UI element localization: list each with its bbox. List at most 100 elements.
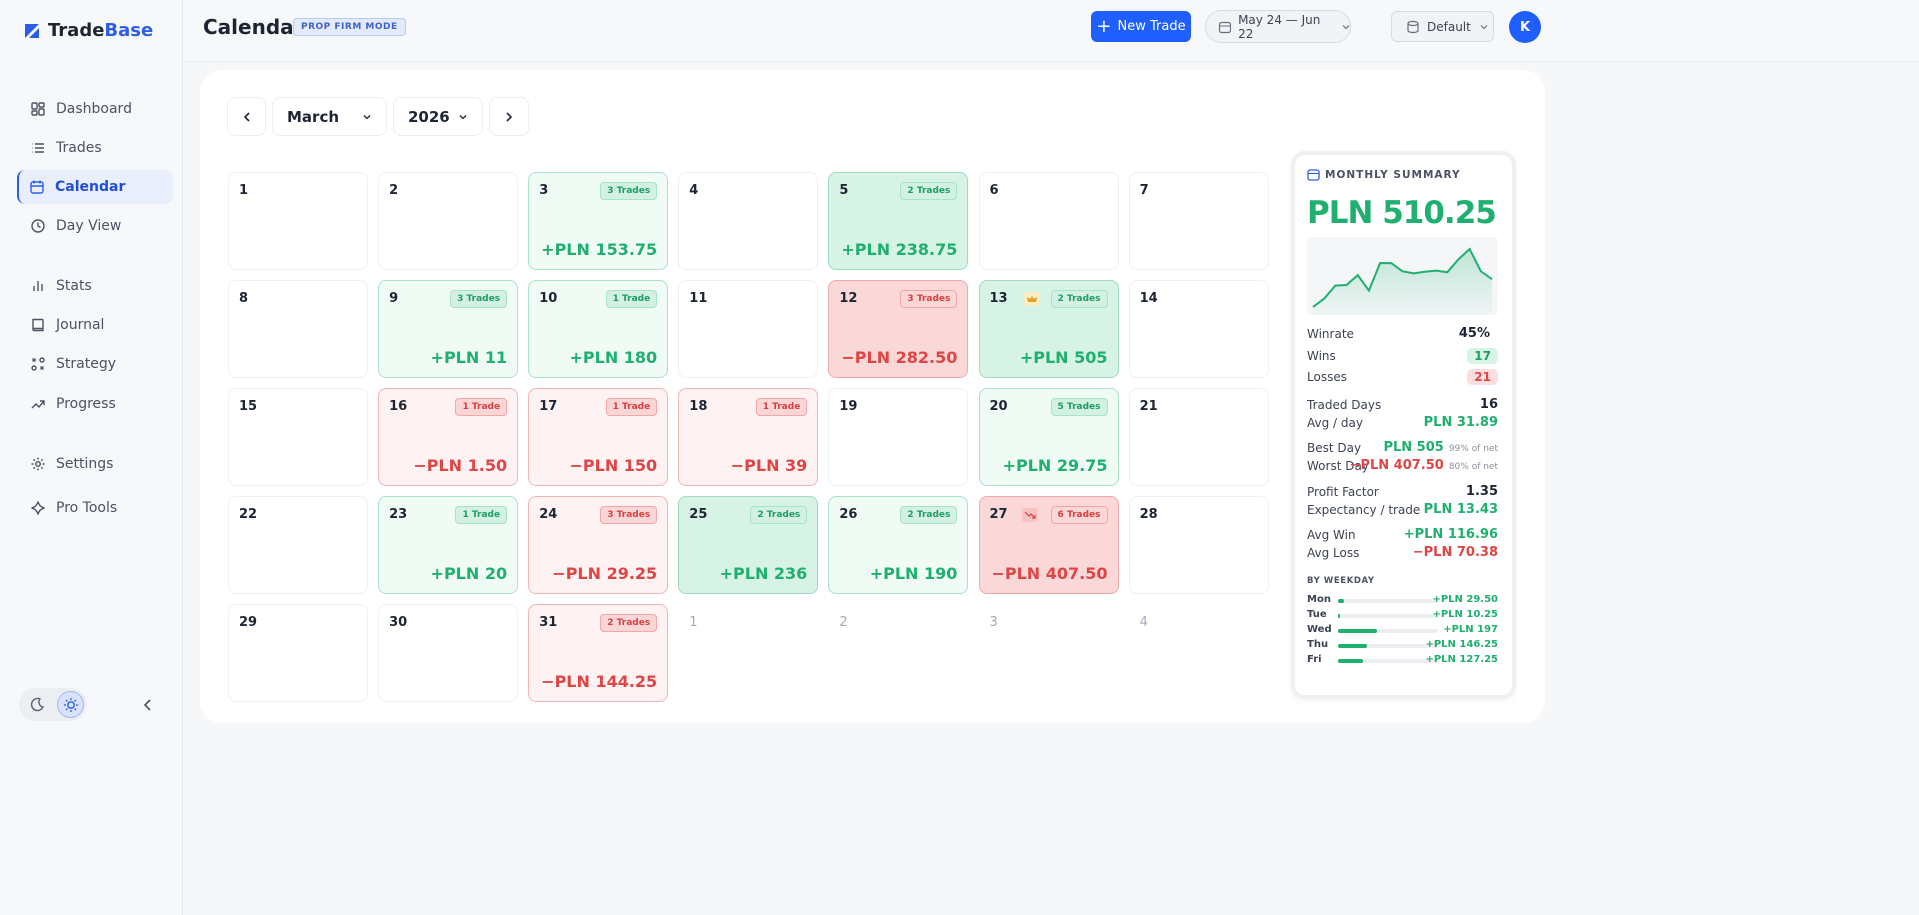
day-cell[interactable]: 28 — [1128, 496, 1269, 594]
weekday-name: Tue — [1307, 609, 1327, 620]
stat-number: PLN 13.43 — [1423, 502, 1498, 517]
prev-month[interactable] — [227, 97, 266, 136]
day-cell[interactable]: 31 2 Trades −PLN 144.25 — [528, 604, 669, 702]
theme-toggle[interactable] — [19, 688, 87, 721]
day-number: 5 — [839, 183, 849, 198]
day-cell[interactable]: 6 — [978, 172, 1119, 270]
day-number: 14 — [1139, 291, 1158, 306]
day-cell[interactable]: 21 — [1128, 388, 1269, 486]
day-cell[interactable]: 11 — [678, 280, 819, 378]
nav-item[interactable]: Journal — [20, 308, 170, 342]
nav-label: Journal — [56, 317, 105, 333]
day-number: 16 — [389, 399, 408, 414]
day-cell[interactable]: 15 — [228, 388, 368, 486]
stat-number: +PLN 116.96 — [1403, 527, 1498, 542]
day-cell[interactable]: 20 5 Trades +PLN 29.75 — [978, 388, 1119, 486]
weekday-name: Mon — [1307, 594, 1331, 605]
day-cell[interactable]: 19 — [828, 388, 969, 486]
year-select[interactable]: 2026 — [393, 97, 483, 136]
logo-icon — [25, 24, 39, 38]
stat-label: Traded Days — [1307, 398, 1382, 412]
avatar[interactable]: K — [1509, 11, 1541, 43]
trade-count: 1 Trade — [455, 398, 508, 416]
day-cell[interactable]: 23 1 Trade +PLN 20 — [378, 496, 519, 594]
day-cell[interactable]: 16 1 Trade −PLN 1.50 — [378, 388, 519, 486]
day-pnl: −PLN 1.50 — [413, 456, 508, 475]
stat-value: PLN 505 99% of net — [1383, 440, 1498, 455]
collapse-button[interactable] — [142, 698, 154, 712]
day-number: 28 — [1139, 507, 1158, 522]
day-cell[interactable]: 10 1 Trade +PLN 180 — [528, 280, 669, 378]
day-number: 24 — [539, 507, 558, 522]
chevron-left — [243, 111, 250, 122]
day-number: 23 — [389, 507, 408, 522]
day-number: 8 — [239, 291, 249, 306]
day-cell[interactable]: 2 — [378, 172, 519, 270]
day-cell[interactable]: 14 — [1128, 280, 1269, 378]
new-trade-button[interactable]: + New Trade — [1091, 11, 1191, 42]
stat-number: 1.35 — [1465, 484, 1498, 499]
day-cell[interactable]: 17 1 Trade −PLN 150 — [528, 388, 669, 486]
stat-value: 21 — [1467, 369, 1498, 385]
nav-item[interactable]: Strategy — [20, 347, 170, 381]
day-cell[interactable]: 2 — [828, 604, 969, 702]
day-cell[interactable]: 26 2 Trades +PLN 190 — [828, 496, 969, 594]
sparkline-line — [1312, 247, 1493, 308]
day-pnl: +PLN 236 — [719, 564, 808, 583]
day-cell[interactable]: 4 — [1128, 604, 1269, 702]
day-cell[interactable]: 25 2 Trades +PLN 236 — [678, 496, 819, 594]
day-number: 21 — [1139, 399, 1158, 414]
sparkline — [1307, 237, 1498, 315]
nav-icon — [31, 400, 45, 409]
day-cell[interactable]: 7 — [1128, 172, 1269, 270]
calendar-icon — [1307, 169, 1320, 181]
trade-count: 2 Trades — [1050, 290, 1108, 308]
day-cell[interactable]: 24 3 Trades −PLN 29.25 — [528, 496, 669, 594]
day-number: 25 — [689, 507, 708, 522]
stat-label: Winrate — [1307, 327, 1354, 341]
stat-label: Avg Win — [1307, 528, 1356, 542]
day-cell[interactable]: 30 — [378, 604, 519, 702]
nav-item[interactable]: Pro Tools — [20, 491, 170, 525]
day-cell[interactable]: 5 2 Trades +PLN 238.75 — [828, 172, 969, 270]
day-cell[interactable]: 3 3 Trades +PLN 153.75 — [528, 172, 669, 270]
trade-count: 1 Trade — [755, 398, 808, 416]
day-cell[interactable]: 18 1 Trade −PLN 39 — [678, 388, 819, 486]
trade-count: 3 Trades — [600, 506, 658, 524]
month-select[interactable]: March — [272, 97, 387, 136]
nav-item[interactable]: Day View — [20, 209, 170, 243]
date-range[interactable]: May 24 — Jun 22 — [1205, 10, 1351, 43]
stat-value: PLN 31.89 — [1424, 415, 1498, 430]
stat-note: 80% of net — [1448, 462, 1498, 472]
nav-item[interactable]: Calendar — [17, 170, 173, 204]
stat-number: −PLN 407.50 — [1349, 458, 1444, 473]
day-cell[interactable]: 22 — [228, 496, 368, 594]
stat-value: −PLN 407.50 80% of net — [1350, 458, 1498, 473]
nav-item[interactable]: Stats — [20, 269, 170, 303]
stat-number: PLN 31.89 — [1423, 415, 1498, 430]
day-cell[interactable]: 1 — [228, 172, 368, 270]
day-number: 2 — [839, 615, 848, 630]
sun-button[interactable] — [57, 691, 84, 718]
nav-item[interactable]: Progress — [20, 387, 170, 421]
day-cell[interactable]: 9 3 Trades +PLN 11 — [378, 280, 519, 378]
day-cell[interactable]: 8 — [228, 280, 368, 378]
calendar-icon — [1218, 21, 1232, 33]
day-number: 12 — [839, 291, 858, 306]
day-number: 11 — [689, 291, 708, 306]
account-select[interactable]: Default — [1391, 11, 1494, 42]
next-month[interactable] — [489, 97, 529, 136]
day-cell[interactable]: 4 — [678, 172, 819, 270]
nav-item[interactable]: Trades — [20, 131, 170, 165]
day-cell[interactable]: 1 — [678, 604, 819, 702]
day-cell[interactable]: 27 6 Trades −PLN 407.50 — [978, 496, 1119, 594]
day-pnl: +PLN 153.75 — [541, 240, 658, 259]
nav-item[interactable]: Settings — [20, 447, 170, 481]
day-cell[interactable]: 29 — [228, 604, 368, 702]
day-cell[interactable]: 13 2 Trades +PLN 505 — [978, 280, 1119, 378]
day-cell[interactable]: 12 3 Trades −PLN 282.50 — [828, 280, 969, 378]
day-cell[interactable]: 3 — [978, 604, 1119, 702]
stat-label: Best Day — [1307, 441, 1362, 455]
page-title: Calendar — [203, 15, 304, 39]
nav-item[interactable]: Dashboard — [20, 92, 170, 126]
